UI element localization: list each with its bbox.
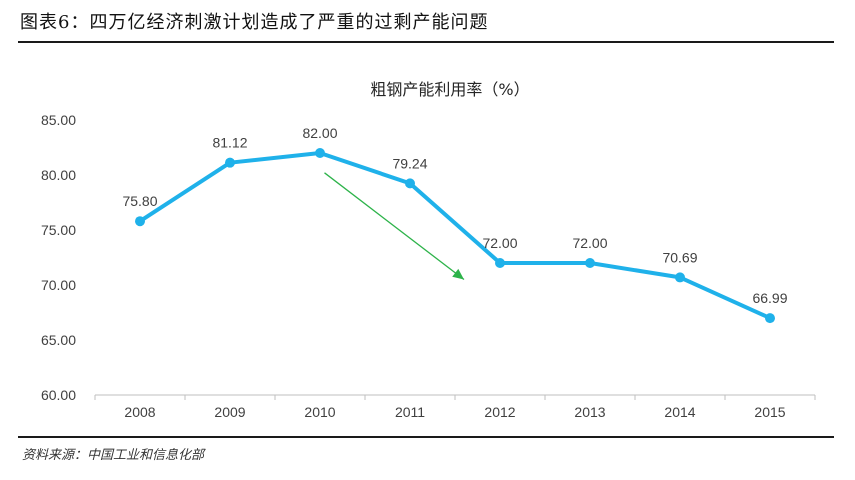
x-tick-label: 2012 — [484, 404, 515, 420]
data-label: 79.24 — [392, 155, 427, 171]
data-label: 82.00 — [302, 125, 337, 141]
figure-title: 图表6：四万亿经济刺激计划造成了严重的过剩产能问题 — [20, 12, 489, 33]
data-point-marker — [765, 313, 775, 324]
y-tick-label: 75.00 — [41, 222, 76, 238]
x-tick-label: 2009 — [214, 404, 245, 420]
data-point-marker — [225, 157, 235, 168]
data-label: 72.00 — [482, 235, 517, 251]
y-tick-label: 85.00 — [41, 112, 76, 128]
data-point-marker — [405, 178, 415, 189]
x-tick-label: 2014 — [664, 404, 695, 420]
y-tick-label: 70.00 — [41, 277, 76, 293]
y-tick-label: 60.00 — [41, 387, 76, 403]
data-label: 81.12 — [212, 135, 247, 151]
series-line — [138, 151, 772, 321]
x-tick-label: 2010 — [304, 404, 335, 420]
y-tick-label: 65.00 — [41, 332, 76, 348]
chart: 粗钢产能利用率（%） 2008 2009 2010 2011 2012 2013 2014 2… — [41, 80, 816, 420]
data-label: 70.69 — [662, 249, 697, 265]
chart-title: 粗钢产能利用率（%） — [370, 80, 529, 99]
bottom-rule — [18, 436, 834, 438]
data-point-marker — [135, 216, 145, 227]
trend-arrow-shaft — [324, 172, 465, 281]
x-tick-label: 2011 — [395, 404, 425, 420]
data-label: 72.00 — [572, 235, 607, 251]
chart-axes: 2008 2009 2010 2011 2012 2013 2014 2015 60.00 65.… — [41, 112, 816, 420]
source-note: 资料来源：中国工业和信息化部 — [22, 448, 205, 463]
x-tick-label: 2015 — [754, 404, 785, 420]
data-point-marker — [675, 272, 685, 283]
x-tick-label: 2013 — [574, 404, 605, 420]
x-tick-label: 2008 — [124, 404, 155, 420]
data-point-marker — [585, 258, 595, 268]
data-label: 66.99 — [752, 290, 787, 306]
series-layer: 75.80 81.12 82.00 79.24 72.00 72.00 70.69 66.99 — [122, 125, 788, 324]
data-point-marker — [315, 148, 325, 158]
top-rule — [18, 41, 834, 43]
y-tick-label: 80.00 — [41, 167, 76, 183]
trend-arrow-layer — [324, 172, 465, 281]
data-point-marker — [495, 258, 505, 268]
trend-arrow-head — [452, 268, 464, 280]
data-label: 75.80 — [122, 193, 157, 209]
